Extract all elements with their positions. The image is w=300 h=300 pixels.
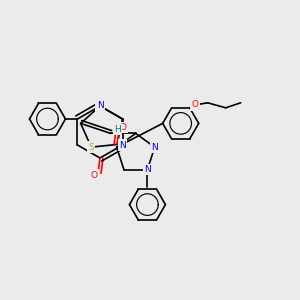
Text: O: O [120,123,127,132]
Text: N: N [119,140,126,149]
Text: N: N [97,101,104,110]
Text: O: O [191,100,198,109]
Text: O: O [91,170,98,179]
Text: N: N [151,143,158,152]
Text: H: H [114,125,121,134]
Text: S: S [88,142,94,152]
Text: N: N [144,165,151,174]
